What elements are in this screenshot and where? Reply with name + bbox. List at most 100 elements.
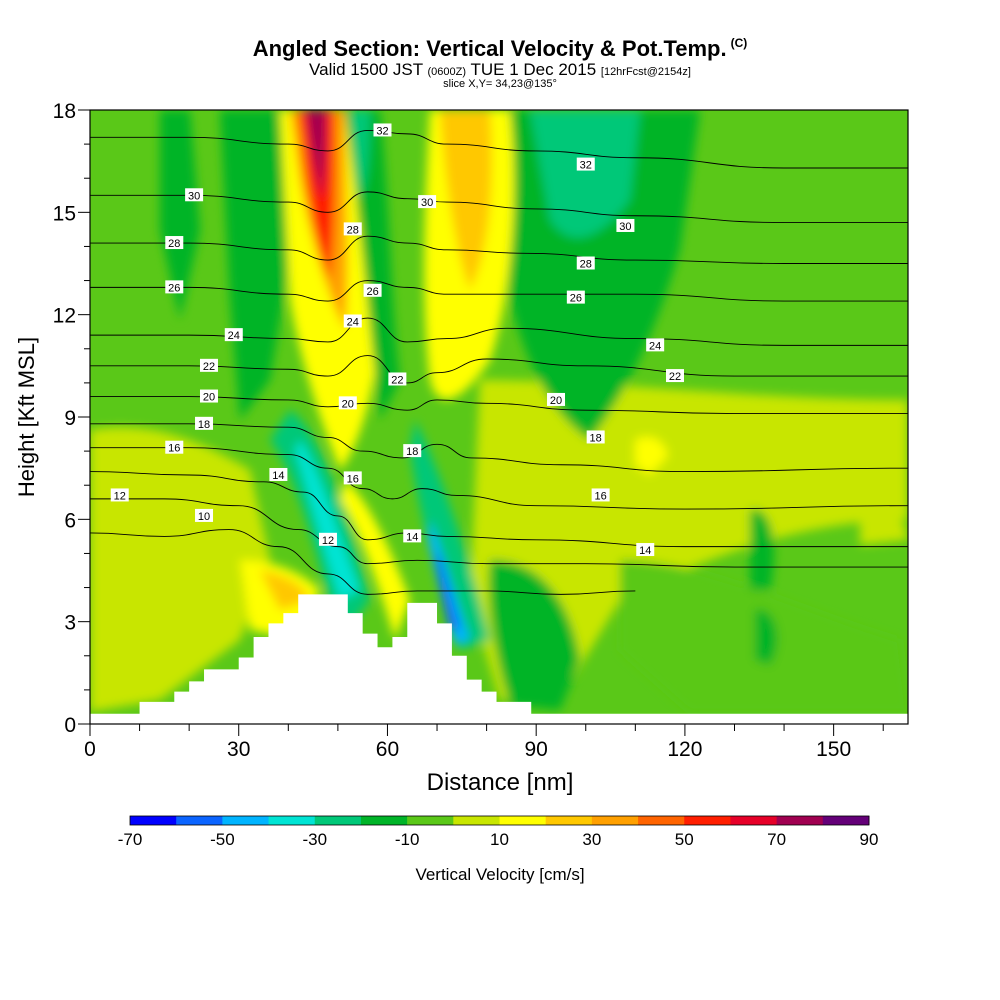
contour-label-text: 22 — [669, 371, 681, 383]
field-yellow-east — [635, 436, 668, 475]
contour-label-bg — [269, 467, 288, 481]
contour-label: 16 — [343, 471, 362, 485]
colorbar-tick-label: 70 — [767, 830, 786, 849]
slice-info: slice X,Y= 34,23@135° — [443, 78, 557, 90]
x-tick-label: 90 — [525, 738, 548, 761]
colorbar-swatch — [684, 816, 731, 825]
contour-label-bg — [343, 222, 362, 236]
chart-title: Angled Section: Vertical Velocity & Pot.… — [0, 36, 1000, 62]
colorbar-swatch — [314, 816, 362, 825]
colorbar-tick-label: -50 — [210, 830, 235, 849]
theta-contour-12 — [90, 498, 908, 568]
contour-label-text: 10 — [198, 511, 210, 523]
contour-label-bg — [343, 314, 362, 328]
contour-label-bg — [418, 195, 437, 209]
colorbar-label: Vertical Velocity [cm/s] — [415, 865, 584, 884]
colorbar-tick-label: -70 — [118, 830, 143, 849]
contour-label-text: 28 — [347, 224, 359, 236]
y-tick-label: 18 — [53, 100, 76, 123]
contour-label-text: 16 — [168, 443, 180, 455]
colorbar — [129, 815, 870, 826]
contour-label-bg — [338, 396, 357, 410]
field-downdraft-upper-east-core — [530, 110, 640, 238]
contour-label-bg — [373, 123, 392, 137]
contour-label-bg — [165, 236, 184, 250]
theta-contour-32 — [90, 130, 908, 169]
plot-area: 10 12 12 14 14 14 16 16 16 18 18 18 20 20 20 22 22 22 24 24… — [90, 110, 908, 724]
contour-label-text: 28 — [580, 259, 592, 271]
colorbar-swatch — [222, 816, 270, 825]
contour-label: 26 — [363, 283, 382, 298]
contour-label: 12 — [110, 488, 129, 502]
colorbar-swatch — [591, 816, 639, 825]
contour-label: 32 — [576, 157, 595, 172]
contour-label: 28 — [165, 236, 184, 250]
field-central-tongue — [340, 480, 410, 640]
contour-label: 18 — [586, 430, 605, 444]
contour-label: 26 — [566, 290, 585, 305]
x-axis-label: Distance [nm] — [427, 769, 574, 796]
contour-label: 24 — [224, 328, 243, 342]
field-orange-west-low — [260, 570, 310, 610]
colorbar-swatch — [407, 816, 454, 825]
contour-label-bg — [576, 157, 595, 171]
field-blob-1 — [750, 509, 774, 590]
theta-contour-10 — [90, 529, 636, 595]
y-axis: 0 3 6 9 12 15 18 — [53, 100, 90, 737]
contour-label-text: 32 — [580, 160, 592, 172]
contour-label: 22 — [665, 369, 684, 383]
theta-contour-26 — [90, 280, 908, 302]
field-downdraft-east — [410, 420, 490, 650]
contour-label-text: 30 — [421, 197, 433, 209]
contour-label: 30 — [418, 195, 437, 209]
contour-label: 24 — [343, 314, 362, 328]
colorbar-tick-label: 10 — [490, 830, 509, 849]
valid-z: (0600Z) — [427, 66, 467, 78]
contour-label-text: 24 — [649, 340, 661, 352]
contour-label-text: 20 — [342, 398, 354, 410]
y-tick-label: 12 — [53, 305, 76, 328]
y-tick-label: 3 — [64, 612, 76, 635]
contour-label: 32 — [373, 123, 392, 137]
x-axis: 0 30 60 90 120 150 — [84, 724, 884, 761]
contour-label-text: 16 — [595, 490, 607, 502]
contour-label-text: 22 — [391, 374, 403, 386]
contour-label-bg — [576, 256, 595, 270]
field-green-column-2 — [220, 110, 290, 420]
field-updraft-core — [306, 110, 326, 200]
field-downdraft-channel-core — [350, 110, 370, 200]
contour-label: 18 — [403, 444, 422, 458]
contour-label: 20 — [199, 389, 218, 404]
colorbar-swatch — [776, 816, 824, 825]
theta-contour-16 — [90, 447, 908, 510]
colorbar-tick-label: 90 — [860, 830, 879, 849]
field-downdraft-east-mid — [428, 520, 470, 645]
contour-label: 30 — [185, 188, 204, 202]
contour-labels: 10 12 12 14 14 14 16 16 16 18 18 18 20 20 20 22 22 22 24 24… — [110, 123, 684, 557]
colorbar-swatch — [822, 816, 870, 825]
contour-label-bg — [318, 532, 337, 546]
colorbar-swatch — [545, 816, 593, 825]
contour-label: 26 — [165, 280, 184, 294]
contour-label-bg — [566, 290, 585, 304]
contour-label: 28 — [343, 222, 362, 236]
contour-label: 16 — [591, 488, 610, 502]
colorbar-swatch — [130, 816, 177, 825]
contour-label-text: 14 — [639, 545, 651, 557]
contour-label: 28 — [576, 256, 595, 271]
colorbar-tick-labels: -70 -50 -30 -10 10 30 50 70 90 — [118, 830, 879, 849]
contour-label: 24 — [646, 338, 665, 352]
title-text: Angled Section: Vertical Velocity & Pot.… — [252, 36, 727, 61]
forecast-info: [12hrFcst@2154z] — [600, 66, 691, 78]
contour-label: 22 — [388, 372, 407, 386]
contour-label-text: 30 — [619, 221, 631, 233]
contour-label: 12 — [318, 532, 337, 547]
contour-label-bg — [646, 338, 665, 352]
field-updraft-red — [298, 110, 335, 280]
title-unit: (C) — [730, 36, 748, 50]
field-downdraft-west-core — [295, 440, 360, 600]
theta-contour-22 — [90, 355, 908, 384]
field-downdraft-east-core — [436, 550, 460, 630]
contour-label-text: 26 — [366, 286, 378, 298]
y-tick-label: 0 — [64, 714, 76, 737]
